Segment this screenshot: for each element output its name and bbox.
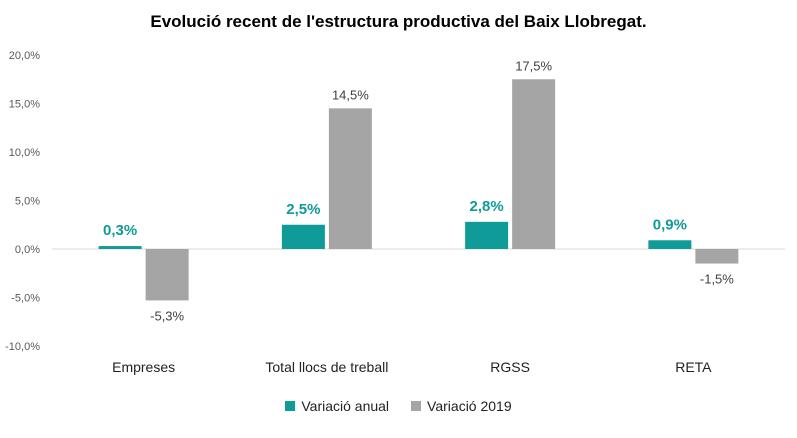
data-label: 2,5% [286,201,320,218]
bar [98,246,142,249]
bar [465,221,509,249]
y-tick-label: 10,0% [9,147,40,159]
bar [328,108,372,249]
legend-swatch-variacio-2019 [411,401,422,411]
data-label: 17,5% [515,58,552,73]
y-tick-label: 0,0% [15,244,40,256]
data-label: 2,8% [470,198,504,215]
data-label: -5,3% [150,308,184,323]
legend-label-variacio-anual: Variació anual [301,398,390,414]
data-label: 0,9% [653,216,687,233]
x-tick-label: Total llocs de treball [265,359,388,375]
bar [695,249,739,264]
x-tick-label: RETA [675,359,712,375]
bar [145,249,189,301]
data-label: -1,5% [700,272,734,287]
x-tick-label: RGSS [490,359,530,375]
y-tick-label: 15,0% [9,99,40,111]
x-tick-label: Empreses [112,359,175,375]
legend-swatch-variacio-anual [285,401,296,411]
bar [281,224,325,249]
y-tick-label: -10,0% [5,341,40,353]
legend-item-variacio-anual: Variació anual [285,398,389,414]
chart-legend: Variació anual Variació 2019 [0,398,797,414]
data-label: 14,5% [332,87,369,102]
legend-item-variacio-2019: Variació 2019 [411,398,512,414]
y-tick-label: -5,0% [11,293,40,305]
data-label: 0,3% [103,222,137,239]
y-tick-label: 20,0% [9,50,40,62]
legend-label-variacio-2019: Variació 2019 [427,398,512,414]
chart-title: Evolució recent de l'estructura producti… [150,12,647,31]
bar [648,240,692,249]
y-tick-label: 5,0% [15,196,40,208]
bar [512,79,556,249]
